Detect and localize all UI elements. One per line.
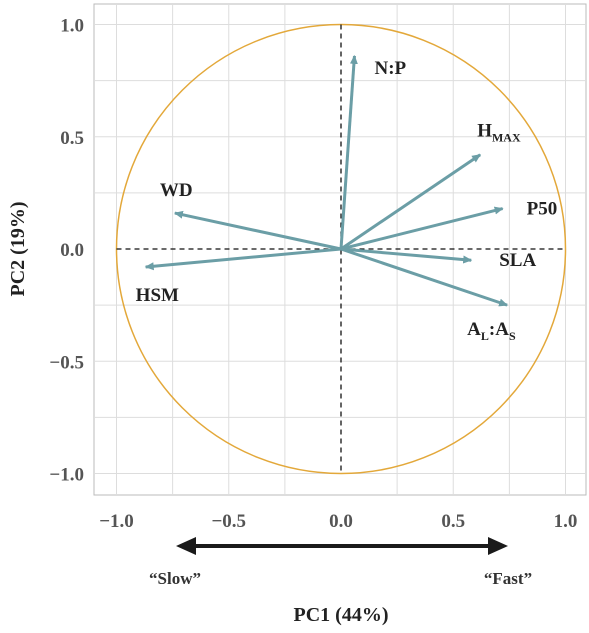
pace-arrow-right-head <box>488 537 508 555</box>
pace-arrow-left-head <box>176 537 196 555</box>
fast-label: “Fast” <box>484 569 532 588</box>
vector-hmax <box>340 153 482 251</box>
vector-wd <box>173 210 342 251</box>
slow-label: “Slow” <box>149 569 201 588</box>
vector-label: P50 <box>527 199 558 220</box>
y-tick-label: 1.0 <box>60 16 84 37</box>
x-tick-label: 0.5 <box>441 511 465 532</box>
x-tick-label: 1.0 <box>554 511 578 532</box>
vector-label: WD <box>160 180 193 201</box>
y-tick-label: −1.0 <box>49 465 84 486</box>
pace-arrow <box>176 537 508 555</box>
x-tick-label: −0.5 <box>211 511 246 532</box>
vector-labels: N:P HMAX P50 SLA AL:AS WD HSM <box>136 58 558 343</box>
zero-lines <box>116 24 566 474</box>
tick-labels: −1.0 −0.5 0.0 0.5 1.0 1.0 0.5 0.0 −0.5 −1.0 <box>49 16 577 533</box>
y-tick-label: 0.5 <box>60 128 84 149</box>
vector-label: SLA <box>499 250 536 271</box>
vector-label: HMAX <box>477 121 521 145</box>
vector-label: N:P <box>374 58 406 79</box>
vector-p50 <box>340 206 504 251</box>
y-tick-label: −0.5 <box>49 352 84 373</box>
vector-label: HSM <box>136 285 179 306</box>
x-tick-label: 0.0 <box>329 511 353 532</box>
vector-np <box>339 54 358 250</box>
y-axis-title: PC2 (19%) <box>7 202 29 297</box>
vector-alas <box>340 247 509 307</box>
x-tick-label: −1.0 <box>99 511 134 532</box>
loading-vectors <box>144 54 509 307</box>
vector-sla <box>340 247 473 264</box>
vector-hsm <box>144 247 342 271</box>
vector-label: AL:AS <box>467 319 516 343</box>
x-axis-title: PC1 (44%) <box>294 604 389 626</box>
y-tick-label: 0.0 <box>60 240 84 261</box>
